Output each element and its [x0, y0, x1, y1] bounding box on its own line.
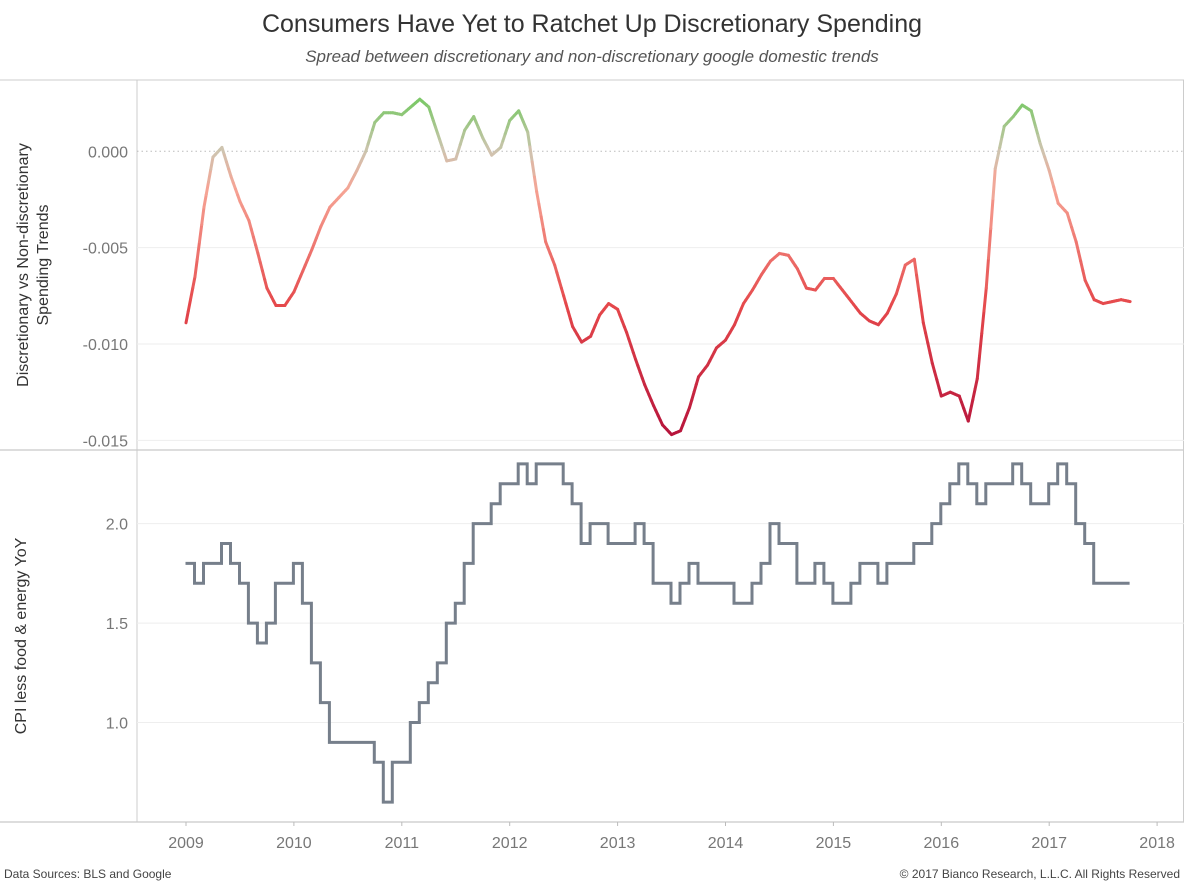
top-y-axis-title: Discretionary vs Non-discretionary Spendi… [15, 143, 52, 387]
x-tick-label: 2013 [600, 835, 636, 852]
spread-line-segment [915, 273, 921, 293]
x-tick-label: 2015 [816, 835, 852, 852]
spread-line-segment [924, 331, 930, 345]
spread-line-segment [195, 240, 201, 261]
x-tick-label: 2012 [492, 835, 528, 852]
bottom-y-axis-title: CPI less food & energy YoY [13, 537, 30, 734]
spread-series [184, 97, 1132, 437]
spread-line-segment [926, 341, 932, 355]
spread-line-segment [200, 205, 206, 227]
cpi-step-line [185, 462, 1130, 804]
spread-line-segment [966, 408, 973, 423]
spread-line-segment [535, 190, 541, 206]
spread-line-segment [197, 223, 204, 244]
spread-line-segment [1076, 250, 1083, 263]
spread-line-segment [993, 156, 999, 171]
spread-line-segment [188, 286, 195, 302]
spread-line-segment [973, 377, 979, 391]
data-sources: Data Sources: BLS and Google [4, 867, 172, 881]
x-tick-label: 2018 [1139, 835, 1175, 852]
spread-line-segment [193, 257, 199, 279]
spread-line-segment [1079, 259, 1085, 273]
spread-line-segment [995, 145, 1002, 160]
chart-title: Consumers Have Yet to Ratchet Up Discret… [261, 10, 923, 38]
chart-subtitle: Spread between discretionary and non-dis… [305, 47, 879, 66]
spread-line-segment [928, 351, 934, 365]
spread-line-segment [204, 180, 210, 197]
spread-line-segment [919, 305, 925, 325]
cpi-series [185, 462, 1130, 804]
top-y-tick-label: -0.010 [83, 337, 128, 354]
spread-line-segment [975, 354, 982, 381]
top-y-tick-label: 0.000 [88, 144, 128, 161]
spread-line-segment [980, 309, 986, 335]
spread-line-segment [537, 202, 543, 219]
spread-line-segment [186, 298, 192, 313]
spread-line-segment [912, 257, 919, 277]
spread-line-segment [971, 387, 977, 402]
spread-line-segment [987, 226, 993, 260]
panel-frames [0, 79, 1184, 823]
spread-line-segment [982, 286, 988, 313]
spread-line-segment [1000, 124, 1006, 139]
spread-line-segment [984, 256, 991, 290]
spread-line-segment [989, 197, 995, 230]
spread-line-segment [539, 215, 545, 231]
spread-line-segment [917, 289, 923, 309]
bottom-y-tick-label: 1.0 [106, 716, 128, 733]
spread-line-segment [528, 145, 534, 164]
x-tick-label: 2016 [924, 835, 960, 852]
x-tick-label: 2014 [708, 835, 744, 852]
x-tick-label: 2011 [385, 835, 420, 852]
spread-line-segment [921, 321, 928, 335]
top-y-tick-label: -0.005 [83, 241, 128, 258]
x-tick-label: 2009 [168, 835, 204, 852]
bottom-y-tick-label: 2.0 [106, 517, 128, 534]
spread-line-segment [998, 135, 1004, 149]
spread-line-segment [184, 309, 190, 325]
spread-line-segment [1074, 240, 1080, 254]
x-tick-label: 2010 [276, 835, 312, 852]
bottom-y-tick-label: 1.5 [106, 616, 128, 633]
top-y-axis-title-line: Spending Trends [35, 205, 52, 326]
copyright: © 2017 Bianco Research, L.L.C. All Right… [899, 867, 1180, 881]
spread-line-segment [526, 130, 532, 149]
spread-line-segment [532, 175, 539, 194]
top-y-tick-label: -0.015 [83, 433, 128, 450]
spread-line-segment [991, 167, 997, 201]
spread-line-segment [541, 227, 548, 244]
spread-line-segment [191, 275, 197, 290]
x-tick-label: 2017 [1031, 835, 1067, 852]
spread-line-segment [978, 331, 984, 358]
spread-line-segment [209, 155, 215, 172]
spread-line-segment [969, 398, 975, 412]
tick-labels: 0.000 -0.005 -0.010 -0.015 2.0 1.5 1.0 2009 2010… [83, 144, 1175, 852]
spread-line-segment [530, 160, 536, 179]
top-y-axis-title-line: Discretionary vs Non-discretionary [15, 143, 32, 387]
spread-line-segment [206, 168, 213, 184]
gridlines [137, 150, 1184, 724]
spread-line-segment [1081, 269, 1087, 282]
spread-line-segment [202, 193, 208, 209]
